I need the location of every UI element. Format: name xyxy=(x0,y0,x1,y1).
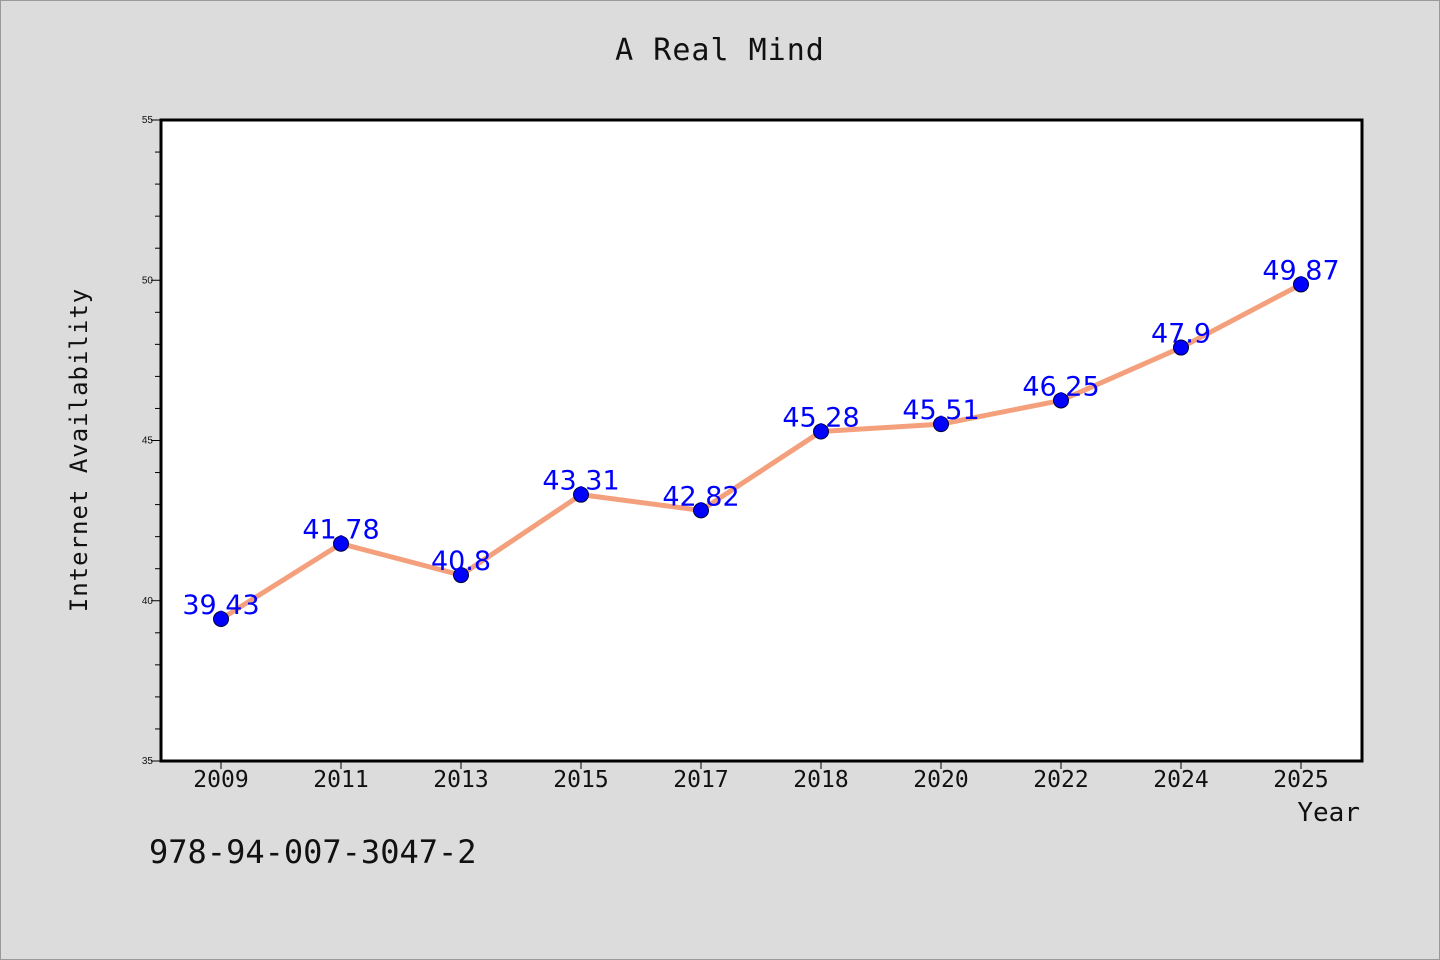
y-tick-label: 40 xyxy=(142,596,154,607)
data-point xyxy=(213,611,229,628)
data-label: 47.9 xyxy=(1151,319,1211,350)
footer-code: 978-94-007-3047-2 xyxy=(149,833,477,871)
data-point xyxy=(1053,392,1069,409)
y-axis: 35 40 45 50 55 xyxy=(142,115,161,767)
y-axis-label: Internet Availability xyxy=(65,288,93,612)
series-layer: 39.43 41.78 40.8 43.31 42.82 45.28 45.51 46.25 4… xyxy=(182,255,1340,628)
data-label: 40.8 xyxy=(431,546,491,577)
data-label: 45.51 xyxy=(902,395,979,426)
data-label: 41.78 xyxy=(302,515,379,546)
x-axis-label: Year xyxy=(1297,798,1360,828)
x-tick-label: 2011 xyxy=(313,767,368,793)
chart-title: A Real Mind xyxy=(615,33,825,68)
data-point xyxy=(573,486,589,503)
x-tick-label: 2013 xyxy=(433,767,488,793)
x-tick-label: 2018 xyxy=(793,767,848,793)
data-point xyxy=(933,416,949,433)
x-tick-label: 2020 xyxy=(913,767,968,793)
y-tick-label: 50 xyxy=(142,275,154,286)
plot-area xyxy=(159,118,1364,763)
data-label: 46.25 xyxy=(1022,371,1099,402)
data-point xyxy=(1293,276,1309,293)
x-tick-label: 2022 xyxy=(1033,767,1088,793)
data-point xyxy=(1173,339,1189,356)
data-label: 39.43 xyxy=(182,590,259,621)
data-point xyxy=(813,423,829,440)
data-label: 43.31 xyxy=(542,466,619,497)
y-tick-label: 55 xyxy=(142,115,154,126)
x-axis: 2009 2011 2013 2015 2017 2018 2020 2022 2024 2025 xyxy=(193,761,1329,793)
data-label: 49.87 xyxy=(1262,255,1339,286)
data-point xyxy=(453,567,469,584)
series-line xyxy=(218,281,1304,622)
x-tick-label: 2009 xyxy=(193,767,248,793)
x-tick-label: 2025 xyxy=(1273,767,1328,793)
y-tick-label: 45 xyxy=(142,436,154,447)
x-tick-label: 2015 xyxy=(553,767,608,793)
x-tick-label: 2024 xyxy=(1153,767,1208,793)
data-label: 45.28 xyxy=(782,403,859,434)
x-tick-label: 2017 xyxy=(673,767,728,793)
data-label: 42.82 xyxy=(662,481,739,512)
y-tick-label: 35 xyxy=(142,756,154,767)
data-point xyxy=(693,502,709,519)
data-point xyxy=(333,535,349,552)
